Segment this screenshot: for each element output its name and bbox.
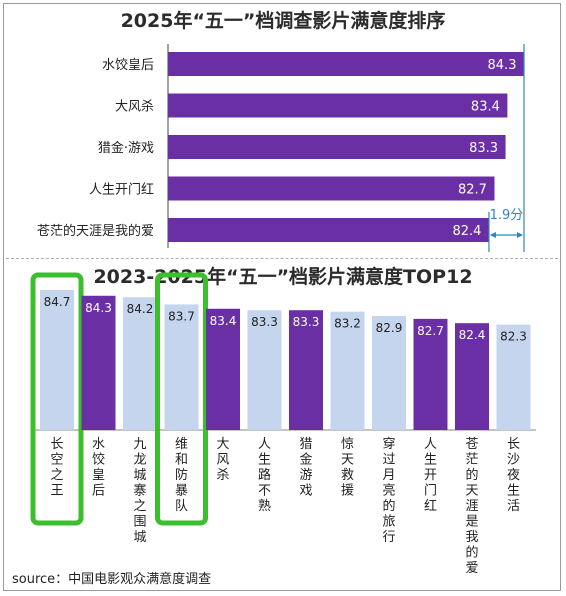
- top-value-label: 82.7: [458, 183, 487, 198]
- bottom-value-label: 83.4: [210, 314, 237, 328]
- bottom-bar: [496, 324, 531, 430]
- top-value-label: 83.3: [469, 141, 498, 156]
- top-category-label: 苍茫的天涯是我的爱: [37, 223, 154, 239]
- bottom-category-label: 穿过月亮的旅行: [382, 436, 395, 545]
- top-bar: [168, 93, 508, 118]
- bottom-bar: [289, 310, 323, 430]
- bottom-bar: [330, 311, 365, 430]
- bottom-value-label: 84.7: [44, 295, 71, 309]
- chart-frame: [3, 3, 561, 591]
- bottom-category-label: 水饺皇后: [92, 437, 105, 499]
- top-category-label: 大风杀: [115, 100, 154, 115]
- top-bar: [168, 135, 506, 159]
- chart-title-top: 2025年“五一”档调查影片满意度排序: [120, 10, 446, 32]
- bottom-bar: [123, 297, 157, 430]
- bottom-value-label: 84.2: [127, 302, 154, 316]
- bottom-value-label: 82.9: [376, 321, 403, 335]
- bottom-category-label: 苍茫的天涯是我的爱: [465, 437, 478, 576]
- bottom-value-label: 83.3: [251, 315, 278, 329]
- top-category-label: 人生开门红: [89, 182, 154, 198]
- bottom-category-label: 九龙城寨之围城: [133, 437, 146, 545]
- bottom-value-label: 82.7: [417, 324, 444, 338]
- bottom-category-label: 人生开门红: [424, 437, 437, 514]
- top-value-label: 84.3: [488, 58, 517, 73]
- bottom-value-label: 83.2: [334, 317, 361, 331]
- bottom-category-label: 人生路不熟: [258, 437, 271, 514]
- gap-annotation: 1.9分: [490, 208, 524, 223]
- bottom-value-label: 84.3: [85, 301, 112, 315]
- gap-arrowhead: [489, 232, 496, 238]
- top-value-label: 82.4: [452, 224, 481, 239]
- bottom-category-label: 大风杀: [216, 437, 229, 483]
- bottom-value-label: 83.3: [293, 315, 320, 329]
- bottom-category-label: 长空之王: [50, 437, 63, 499]
- highlight-box: [155, 272, 208, 526]
- bottom-value-label: 83.7: [168, 309, 195, 323]
- top-bar: [168, 176, 495, 201]
- bottom-category-label: 惊天救援: [341, 437, 354, 499]
- bottom-bar: [206, 308, 240, 430]
- bottom-bar: [40, 290, 74, 430]
- source-note: source：中国电影观众满意度调查: [12, 572, 212, 587]
- highlight-box: [30, 272, 84, 526]
- bottom-bar: [81, 295, 116, 430]
- bottom-value-label: 82.3: [500, 330, 527, 344]
- top-value-label: 83.4: [471, 100, 500, 115]
- top-category-label: 水饺皇后: [102, 58, 154, 73]
- top-bar: [168, 218, 489, 242]
- gap-arrowhead: [517, 232, 523, 238]
- bottom-category-label: 维和防暴队: [175, 437, 188, 514]
- top-category-label: 猎金·游戏: [98, 140, 154, 156]
- bottom-category-label: 长沙夜生活: [507, 437, 520, 514]
- bottom-bar: [247, 310, 282, 430]
- section-divider: [6, 258, 558, 259]
- bottom-bar: [164, 304, 199, 430]
- bottom-bar: [455, 323, 489, 430]
- bottom-bar: [413, 318, 448, 430]
- top-bar: [168, 52, 524, 76]
- chart-title-bottom: 2023-2025年“五一”档影片满意度TOP12: [93, 266, 473, 288]
- bottom-value-label: 82.4: [459, 328, 486, 342]
- bottom-category-label: 猎金游戏: [299, 437, 312, 499]
- bottom-bar: [372, 315, 406, 430]
